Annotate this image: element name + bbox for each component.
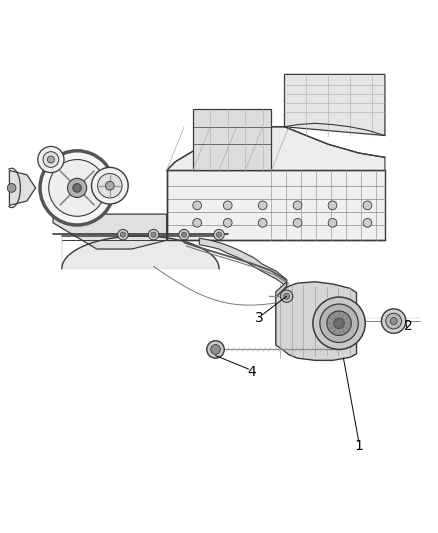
Circle shape <box>258 201 267 210</box>
Circle shape <box>181 232 187 237</box>
Text: 4: 4 <box>247 365 256 379</box>
Circle shape <box>92 167 128 204</box>
Circle shape <box>328 219 337 227</box>
Circle shape <box>193 201 201 210</box>
Circle shape <box>49 159 106 216</box>
Circle shape <box>284 293 290 299</box>
Polygon shape <box>166 171 385 240</box>
Circle shape <box>43 152 59 167</box>
Circle shape <box>293 201 302 210</box>
Circle shape <box>151 232 156 237</box>
Circle shape <box>148 229 159 240</box>
Circle shape <box>320 304 358 343</box>
Circle shape <box>313 297 365 350</box>
Polygon shape <box>166 127 385 171</box>
Circle shape <box>98 174 122 198</box>
Circle shape <box>334 318 344 328</box>
Polygon shape <box>193 109 272 171</box>
Circle shape <box>328 201 337 210</box>
Circle shape <box>179 229 189 240</box>
Text: 1: 1 <box>354 439 363 453</box>
Circle shape <box>106 181 114 190</box>
Circle shape <box>67 179 87 198</box>
Circle shape <box>216 232 222 237</box>
Polygon shape <box>276 282 287 297</box>
Circle shape <box>73 183 81 192</box>
Circle shape <box>214 229 224 240</box>
Circle shape <box>193 219 201 227</box>
Polygon shape <box>199 238 287 286</box>
Circle shape <box>258 219 267 227</box>
Polygon shape <box>53 214 166 249</box>
Polygon shape <box>10 171 35 205</box>
Polygon shape <box>62 236 219 269</box>
Circle shape <box>390 318 397 325</box>
Circle shape <box>386 313 402 329</box>
Polygon shape <box>285 75 385 135</box>
Circle shape <box>7 183 16 192</box>
Text: 3: 3 <box>255 311 264 325</box>
Circle shape <box>47 156 54 163</box>
Circle shape <box>38 147 64 173</box>
Circle shape <box>223 201 232 210</box>
Polygon shape <box>276 282 357 360</box>
Circle shape <box>381 309 406 333</box>
Circle shape <box>293 219 302 227</box>
Circle shape <box>281 290 293 302</box>
Circle shape <box>118 229 128 240</box>
Text: 2: 2 <box>404 319 413 333</box>
Circle shape <box>120 232 126 237</box>
Circle shape <box>327 311 351 335</box>
Circle shape <box>207 341 224 358</box>
Circle shape <box>363 219 372 227</box>
Circle shape <box>363 201 372 210</box>
Circle shape <box>40 151 114 225</box>
Circle shape <box>223 219 232 227</box>
Circle shape <box>211 345 220 354</box>
